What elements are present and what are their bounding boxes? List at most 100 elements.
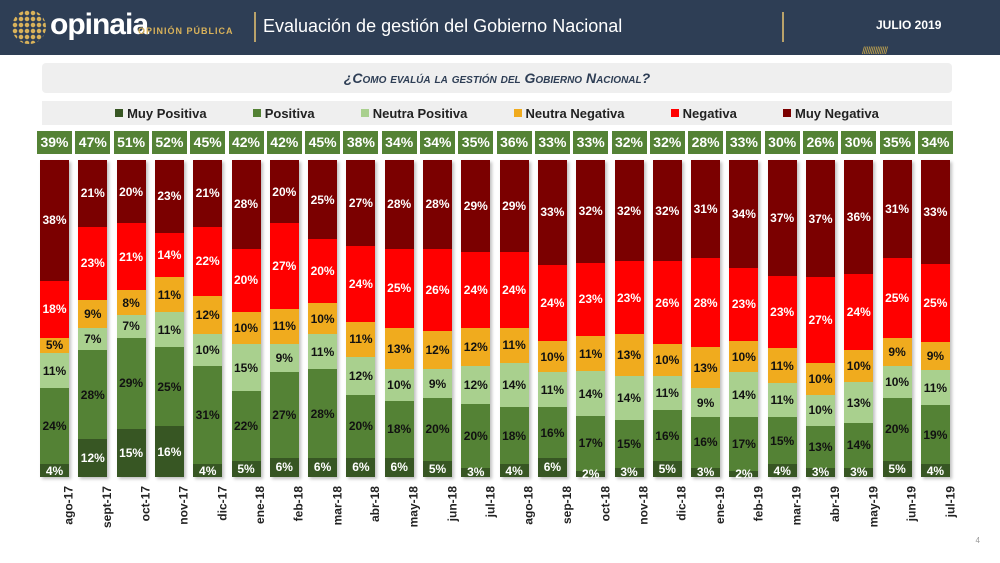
total-positive-label: 35% [458, 131, 494, 154]
data-label: 11% [42, 363, 67, 378]
data-label: 16% [693, 435, 718, 450]
bar-segment: 23% [767, 276, 797, 349]
stacked-bar: 3% 14% 13% 10% 24% 36% [844, 160, 874, 479]
x-tick-label: jun-18 [418, 486, 459, 526]
data-label: 13% [387, 341, 412, 356]
data-label: 13% [846, 395, 871, 410]
bar-segment: 11% [40, 353, 69, 389]
data-label: 9% [888, 344, 906, 359]
data-label: 11% [579, 346, 603, 361]
total-positive-label: 33% [573, 131, 609, 154]
data-label: 11% [770, 358, 794, 373]
stacked-bar: 4% 31% 10% 12% 22% 21% [193, 160, 223, 478]
data-label: 4% [926, 463, 945, 478]
bar-segment: 18% [384, 400, 414, 458]
legend-item: Negativa [670, 106, 737, 121]
data-label: 21% [195, 186, 220, 201]
bar-segment: 23% [78, 226, 108, 300]
data-label: 20% [463, 428, 488, 443]
bar-segment: 14% [729, 372, 759, 417]
total-positive-label: 47% [75, 131, 111, 154]
bar-segment: 10% [729, 340, 759, 373]
x-tick-label: abr-19 [801, 486, 842, 526]
legend-label: Neutra Negativa [525, 105, 625, 121]
legend-swatch [513, 109, 522, 117]
data-label: 16% [655, 428, 680, 443]
divider [782, 12, 784, 42]
legend-swatch [670, 109, 679, 117]
bar-segment: 12% [461, 366, 491, 405]
data-label: 23% [578, 292, 603, 307]
bar-segment: 10% [806, 362, 835, 395]
data-label: 37% [808, 211, 833, 226]
bar-segment: 29% [499, 160, 529, 252]
bar-segment: 28% [384, 160, 414, 249]
bar-segment: 15% [767, 417, 797, 465]
data-label: 27% [272, 259, 297, 274]
bar-segment: 24% [844, 274, 874, 351]
total-positive-label: 33% [726, 131, 762, 154]
data-label: 12% [463, 340, 488, 355]
data-label: 14% [846, 438, 871, 453]
bar-segment: 32% [652, 160, 682, 262]
bar-segment: 11% [269, 309, 299, 344]
stacked-bar: 6% 28% 11% 10% 20% 25% [308, 160, 338, 477]
bar-segment: 13% [691, 347, 721, 389]
data-label: 18% [502, 428, 527, 443]
bar-segment: 17% [729, 416, 759, 471]
stacked-bar: 3% 13% 10% 10% 27% 37% [806, 160, 835, 479]
data-label: 10% [387, 378, 412, 393]
bar-segment: 8% [116, 289, 146, 316]
bar-segment: 24% [461, 251, 491, 329]
data-label: 13% [693, 360, 718, 375]
bar-segment: 27% [269, 223, 299, 310]
stacked-bar: 6% 16% 11% 10% 24% 33% [537, 160, 567, 477]
data-label: 11% [540, 382, 565, 397]
stacked-bar: 5% 20% 9% 12% 26% 28% [423, 160, 452, 477]
legend-label: Neutra Positiva [372, 105, 468, 121]
data-label: 5% [658, 462, 676, 477]
total-positive-label: 28% [688, 131, 724, 154]
bar-segment: 37% [806, 160, 835, 278]
stacked-bar: 15% 29% 7% 8% 21% 20% [116, 160, 146, 477]
data-label: 11% [157, 287, 182, 302]
data-label: 28% [425, 197, 450, 212]
data-label: 10% [195, 343, 220, 358]
bar-segment: 33% [537, 160, 567, 265]
bar-segment: 6% [346, 457, 376, 477]
bar-segment: 27% [346, 160, 376, 246]
data-label: 38% [42, 213, 67, 228]
total-positive-label: 36% [496, 131, 532, 154]
legend-swatch [252, 109, 261, 117]
data-label: 11% [923, 380, 948, 395]
data-label: 34% [731, 206, 756, 221]
x-tick-label: abr-18 [341, 486, 382, 526]
bar-segment: 5% [231, 461, 261, 477]
bar-segment: 15% [231, 343, 261, 392]
stacked-bar: 2% 17% 14% 11% 23% 32% [576, 160, 606, 481]
data-label: 25% [387, 281, 412, 296]
data-label: 12% [425, 343, 450, 358]
data-label: 5% [888, 462, 906, 477]
bar-segment: 2% [729, 467, 759, 481]
data-label: 12% [463, 378, 488, 393]
total-positive-label: 42% [228, 131, 264, 154]
bar-segment: 25% [882, 258, 912, 338]
data-label: 24% [348, 276, 373, 291]
bar-segment: 9% [882, 337, 912, 367]
bar-segment: 21% [116, 223, 146, 290]
data-label: 11% [655, 386, 679, 400]
bar-segment: 10% [882, 366, 912, 398]
bar-segment: 6% [384, 457, 414, 477]
bar-segment: 10% [384, 369, 414, 401]
bar-segment: 6% [308, 457, 338, 477]
x-tick-label: dic-17 [188, 486, 229, 526]
bar-segment: 4% [767, 464, 797, 478]
bar-segment: 13% [614, 334, 644, 376]
x-tick-label: mar-19 [763, 486, 804, 526]
bar-segment: 22% [231, 391, 261, 462]
bar-segment: 20% [308, 239, 338, 303]
data-label: 4% [45, 463, 64, 478]
stacked-bar: 6% 27% 9% 11% 27% 20% [269, 160, 299, 477]
bar-segment: 11% [767, 348, 797, 383]
